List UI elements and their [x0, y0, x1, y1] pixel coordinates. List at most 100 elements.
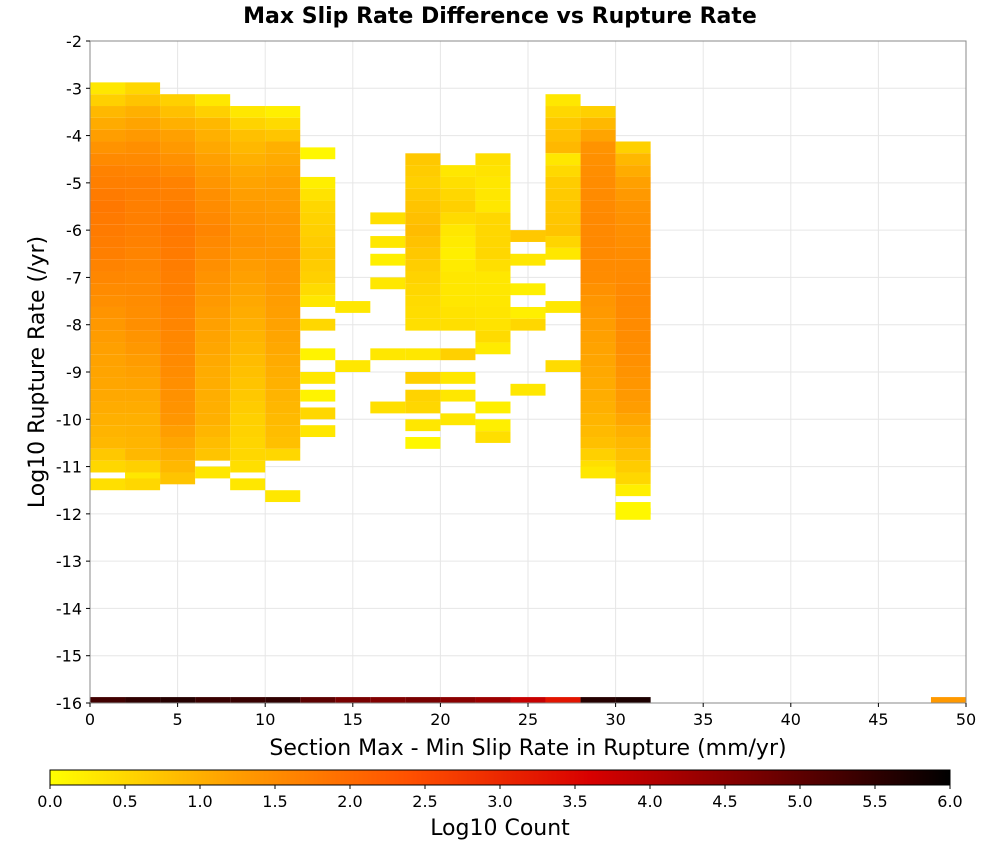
heatmap-cell — [615, 236, 651, 248]
heatmap-cell — [230, 413, 266, 426]
heatmap-cell — [405, 224, 441, 237]
heatmap-cell — [405, 200, 441, 213]
heatmap-cell — [265, 425, 301, 438]
heatmap-cell — [195, 106, 231, 118]
heatmap-cell — [160, 389, 196, 402]
heatmap-cell — [230, 437, 266, 449]
heatmap-cell — [615, 366, 651, 378]
colorbar-tick-label: 2.0 — [337, 792, 362, 811]
heatmap-cell — [440, 389, 476, 402]
heatmap-cell — [545, 224, 581, 237]
heatmap-cell — [125, 141, 161, 154]
heatmap-cell — [615, 507, 651, 520]
heatmap-cell — [230, 330, 266, 343]
heatmap-cell — [440, 306, 476, 319]
heatmap-cell — [90, 437, 126, 449]
heatmap-cell — [125, 200, 161, 213]
heatmap-cell — [615, 200, 651, 213]
heatmap-cell — [230, 306, 266, 319]
heatmap-cell — [440, 247, 476, 260]
heatmap-cell — [440, 697, 476, 703]
heatmap-cell — [370, 697, 406, 703]
heatmap-cell — [580, 425, 616, 438]
heatmap-cell — [580, 153, 616, 166]
heatmap-cell — [195, 141, 231, 154]
heatmap-cell — [615, 472, 651, 485]
heatmap-cell — [615, 295, 651, 307]
heatmap-cell — [580, 448, 616, 461]
heatmap-cell — [125, 318, 161, 331]
heatmap-cell — [90, 259, 126, 272]
heatmap-cell — [580, 165, 616, 177]
heatmap-cell — [160, 176, 196, 189]
heatmap-cell — [370, 401, 406, 414]
heatmap-cell — [545, 176, 581, 189]
heatmap-cell — [370, 236, 406, 248]
heatmap-cell — [160, 117, 196, 130]
heatmap-cell — [195, 117, 231, 130]
heatmap-cell — [405, 236, 441, 248]
heatmap-cell — [195, 247, 231, 260]
heatmap-cell — [125, 401, 161, 414]
colorbar-tick-label: 1.5 — [262, 792, 287, 811]
heatmap-cell — [580, 200, 616, 213]
heatmap-cell — [195, 259, 231, 272]
heatmap-cell — [580, 283, 616, 296]
heatmap-cell — [615, 425, 651, 438]
heatmap-cell — [475, 176, 511, 189]
heatmap-cell — [125, 342, 161, 355]
heatmap-cell — [230, 188, 266, 201]
heatmap-cell — [160, 437, 196, 449]
heatmap-cell — [580, 106, 616, 118]
heatmap-cell — [265, 401, 301, 414]
y-tick-label: -6 — [66, 221, 82, 240]
heatmap-cell — [230, 176, 266, 189]
y-tick-label: -12 — [56, 505, 82, 524]
heatmap-cell — [580, 697, 616, 703]
heatmap-cell — [615, 401, 651, 414]
heatmap-cell — [195, 212, 231, 225]
heatmap-cell — [545, 106, 581, 118]
x-tick-label: 0 — [85, 710, 95, 729]
heatmap-cell — [195, 342, 231, 355]
heatmap-cell — [440, 372, 476, 384]
heatmap-cell — [125, 448, 161, 461]
heatmap-cell — [265, 117, 301, 130]
heatmap-cell — [125, 94, 161, 107]
heatmap-cell — [300, 212, 336, 225]
heatmap-cell — [195, 176, 231, 189]
heatmap-cell — [405, 271, 441, 284]
y-tick-label: -16 — [56, 694, 82, 713]
heatmap-cell — [475, 306, 511, 319]
heatmap-cell — [615, 176, 651, 189]
heatmap-cell — [615, 484, 651, 497]
colorbar-tick-label: 3.5 — [562, 792, 587, 811]
heatmap-cell — [510, 383, 546, 396]
heatmap-cell — [615, 306, 651, 319]
colorbar-label: Log10 Count — [430, 816, 570, 841]
heatmap-cell — [160, 247, 196, 260]
heatmap-cell — [300, 271, 336, 284]
heatmap-cell — [125, 330, 161, 343]
heatmap-cell — [405, 348, 441, 361]
heatmap-cell — [265, 141, 301, 154]
heatmap-cell — [125, 106, 161, 118]
heatmap-cell — [580, 401, 616, 414]
heatmap-cell — [195, 188, 231, 201]
heatmap-cell — [90, 283, 126, 296]
heatmap-cell — [615, 224, 651, 237]
heatmap-cell — [335, 697, 371, 703]
heatmap-cell — [265, 247, 301, 260]
heatmap-cell — [300, 318, 336, 331]
heatmap-cell — [265, 129, 301, 142]
heatmap-cell — [90, 129, 126, 142]
heatmap-cell — [580, 354, 616, 367]
heatmap-cell — [125, 295, 161, 307]
x-tick-label: 40 — [781, 710, 801, 729]
heatmap-cell — [510, 306, 546, 319]
y-tick-label: -5 — [66, 174, 82, 193]
heatmap-cell — [265, 295, 301, 307]
heatmap-cell — [370, 253, 406, 266]
heatmap-cell — [195, 306, 231, 319]
heatmap-cell — [90, 478, 126, 491]
